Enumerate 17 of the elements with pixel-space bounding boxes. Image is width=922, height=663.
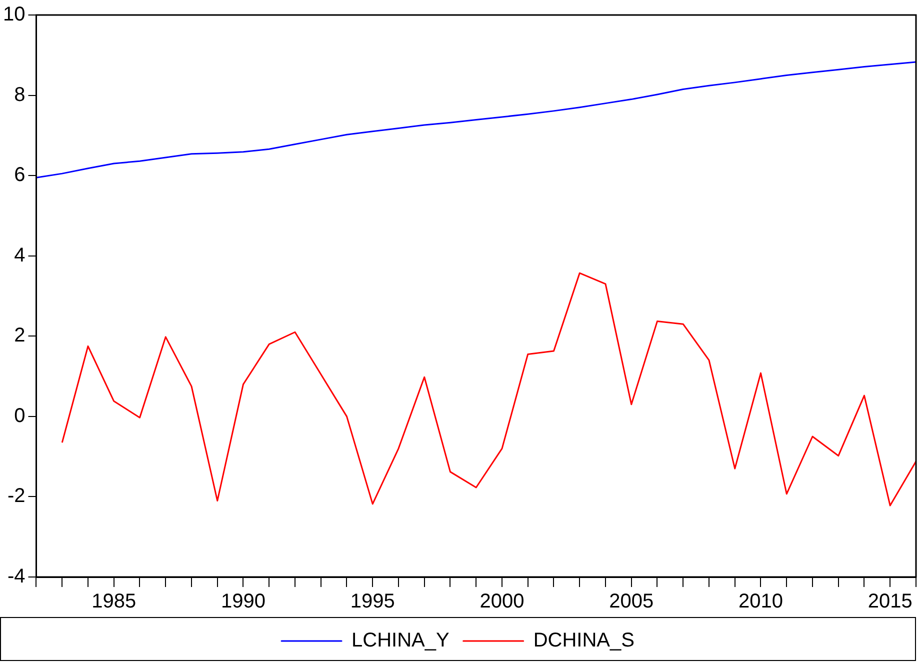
y-tick-label: 0 [14, 404, 26, 427]
y-tick-label: 10 [2, 4, 26, 26]
y-tick-label: 8 [14, 84, 26, 106]
x-tick-label: 2015 [868, 590, 912, 613]
x-tick-label: 1995 [350, 590, 395, 613]
y-tick-label: 6 [14, 164, 26, 186]
x-tick-label: 2000 [480, 590, 524, 613]
y-tick-label: -2 [7, 485, 26, 508]
legend-label: DCHINA_S [533, 630, 634, 652]
x-tick-label: 2010 [738, 590, 783, 613]
y-tick-label: -4 [7, 566, 26, 588]
y-tick-label: 4 [14, 244, 26, 266]
x-tick-label: 2005 [609, 590, 654, 613]
legend-label: LCHINA_Y [352, 630, 450, 652]
x-tick-label: 1990 [220, 590, 266, 613]
y-tick-label: 2 [14, 324, 26, 347]
x-tick-label: 1985 [92, 590, 136, 613]
